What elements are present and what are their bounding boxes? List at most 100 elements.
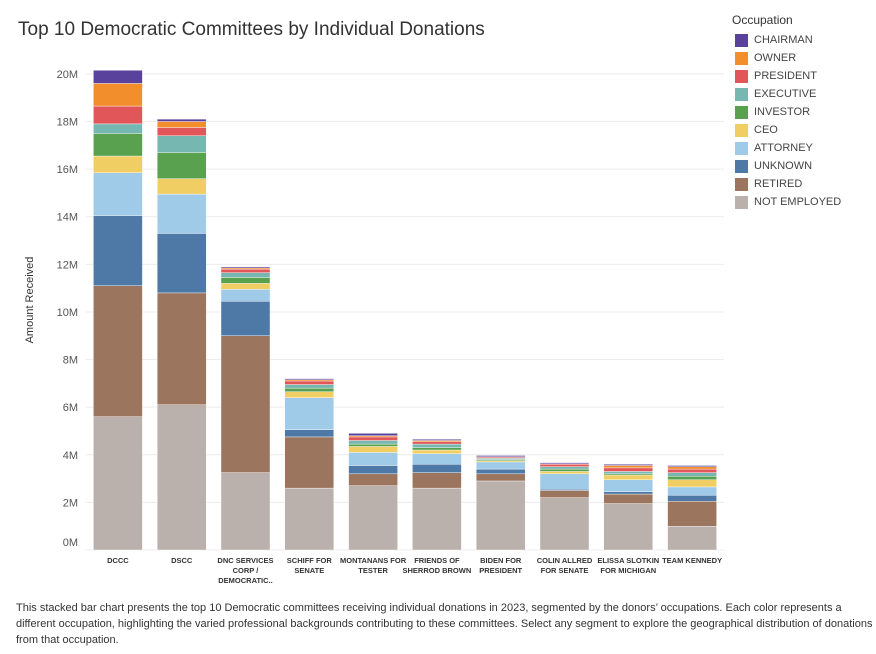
bar-segment-retired[interactable] bbox=[284, 436, 334, 489]
bar-segment-retired[interactable] bbox=[220, 335, 271, 473]
bar-segment-unknown[interactable] bbox=[476, 468, 526, 475]
bar-segment-ceo[interactable] bbox=[412, 449, 462, 454]
bar-segment-ceo[interactable] bbox=[667, 479, 717, 488]
bar-segment-ceo[interactable] bbox=[603, 474, 653, 480]
bar-segment-unknown[interactable] bbox=[348, 465, 398, 475]
legend-item-president[interactable]: PRESIDENT bbox=[732, 67, 872, 85]
legend-item-retired[interactable]: RETIRED bbox=[732, 175, 872, 193]
bar-segment-executive[interactable] bbox=[284, 384, 334, 389]
bar-segment-attorney[interactable] bbox=[412, 453, 462, 465]
legend-item-not-employed[interactable]: NOT EMPLOYED bbox=[732, 193, 872, 211]
bar-segment-executive[interactable] bbox=[348, 440, 398, 445]
legend-swatch bbox=[735, 159, 748, 173]
bar-segment-ceo[interactable] bbox=[220, 283, 271, 290]
bar-segment-attorney[interactable] bbox=[284, 397, 334, 430]
bar-segment-not-employed[interactable] bbox=[93, 416, 143, 551]
bar-segment-ceo[interactable] bbox=[348, 446, 398, 453]
bar-segment-attorney[interactable] bbox=[348, 452, 398, 466]
bar-segment-attorney[interactable] bbox=[156, 193, 207, 234]
legend-item-owner[interactable]: OWNER bbox=[732, 49, 872, 67]
bar-segment-president[interactable] bbox=[412, 441, 462, 445]
bar-segment-owner[interactable] bbox=[156, 121, 207, 128]
bar-segment-not-employed[interactable] bbox=[156, 404, 207, 551]
bar-segment-president[interactable] bbox=[284, 380, 334, 385]
bar-segment-chairman[interactable] bbox=[539, 462, 590, 465]
bar-segment-attorney[interactable] bbox=[93, 172, 143, 216]
y-axis-label: Amount Received bbox=[24, 257, 36, 344]
legend-item-attorney[interactable]: ATTORNEY bbox=[732, 139, 872, 157]
legend-item-chairman[interactable]: CHAIRMAN bbox=[732, 31, 872, 49]
bar-segment-unknown[interactable] bbox=[603, 491, 653, 495]
bar-segment-president[interactable] bbox=[603, 467, 653, 472]
bar-segment-chairman[interactable] bbox=[156, 118, 207, 122]
bar-segment-unknown[interactable] bbox=[220, 301, 271, 336]
bar-segment-retired[interactable] bbox=[412, 472, 462, 489]
bar-segment-not-employed[interactable] bbox=[667, 525, 717, 551]
bar-segment-chairman[interactable] bbox=[667, 465, 717, 467]
bar-segment-not-employed[interactable] bbox=[220, 472, 271, 551]
bar-segment-retired[interactable] bbox=[348, 473, 398, 486]
bar-segment-investor[interactable] bbox=[93, 133, 143, 157]
bar-segment-ceo[interactable] bbox=[93, 155, 143, 173]
bar-segment-executive[interactable] bbox=[539, 466, 590, 470]
bar-segment-executive[interactable] bbox=[220, 272, 271, 278]
bar-segment-unknown[interactable] bbox=[412, 464, 462, 473]
legend-item-investor[interactable]: INVESTOR bbox=[732, 103, 872, 121]
bar-segment-investor[interactable] bbox=[348, 443, 398, 447]
bar-segment-not-employed[interactable] bbox=[603, 503, 653, 551]
bar-segment-president[interactable] bbox=[156, 127, 207, 136]
bar-segment-ceo[interactable] bbox=[284, 391, 334, 398]
bar-segment-attorney[interactable] bbox=[476, 461, 526, 470]
bar-segment-executive[interactable] bbox=[603, 471, 653, 475]
bar-segment-chairman[interactable] bbox=[348, 433, 398, 436]
bar-segment-executive[interactable] bbox=[412, 443, 462, 448]
bar-segment-chairman[interactable] bbox=[284, 378, 334, 380]
bar-segment-retired[interactable] bbox=[667, 501, 717, 527]
bar-segment-attorney[interactable] bbox=[220, 289, 271, 302]
bar-segment-president[interactable] bbox=[539, 464, 590, 467]
bar-segment-executive[interactable] bbox=[93, 123, 143, 134]
bar-segment-investor[interactable] bbox=[539, 468, 590, 472]
bar-segment-president[interactable] bbox=[348, 436, 398, 441]
bar-segment-unknown[interactable] bbox=[284, 429, 334, 438]
bar-segment-owner[interactable] bbox=[667, 466, 717, 470]
bar-segment-investor[interactable] bbox=[156, 152, 207, 179]
bar-segment-unknown[interactable] bbox=[156, 233, 207, 294]
bar-segment-retired[interactable] bbox=[476, 473, 526, 482]
bar-segment-unknown[interactable] bbox=[667, 495, 717, 502]
bar-segment-ceo[interactable] bbox=[156, 178, 207, 195]
bar-segment-not-employed[interactable] bbox=[539, 497, 590, 551]
bar-segment-president[interactable] bbox=[220, 268, 271, 273]
bar-segment-chairman[interactable] bbox=[412, 439, 462, 441]
bar-segment-chairman[interactable] bbox=[476, 455, 526, 457]
bar-segment-investor[interactable] bbox=[412, 447, 462, 451]
bar-segment-executive[interactable] bbox=[156, 135, 207, 153]
bar-segment-attorney[interactable] bbox=[667, 486, 717, 496]
bar-segment-retired[interactable] bbox=[93, 285, 143, 417]
bar-segment-investor[interactable] bbox=[220, 277, 271, 284]
bar-segment-retired[interactable] bbox=[156, 292, 207, 405]
bar-segment-investor[interactable] bbox=[667, 476, 717, 480]
bar-segment-attorney[interactable] bbox=[603, 479, 653, 492]
bar-segment-not-employed[interactable] bbox=[284, 487, 334, 551]
bar-segment-chairman[interactable] bbox=[603, 464, 653, 466]
bar-segment-president[interactable] bbox=[667, 468, 717, 473]
bar-segment-executive[interactable] bbox=[667, 472, 717, 477]
bar-segment-not-employed[interactable] bbox=[476, 480, 526, 551]
legend-item-ceo[interactable]: CEO bbox=[732, 121, 872, 139]
bar-segment-not-employed[interactable] bbox=[412, 487, 462, 551]
bar-segment-owner[interactable] bbox=[93, 83, 143, 107]
bar-segment-unknown[interactable] bbox=[93, 215, 143, 286]
bar-segment-retired[interactable] bbox=[539, 490, 590, 498]
legend-item-executive[interactable]: EXECUTIVE bbox=[732, 85, 872, 103]
legend-item-unknown[interactable]: UNKNOWN bbox=[732, 157, 872, 175]
bar-segment-attorney[interactable] bbox=[539, 473, 590, 490]
bar-segment-chairman[interactable] bbox=[93, 70, 143, 84]
bar-segment-investor[interactable] bbox=[284, 387, 334, 392]
bar-segment-chairman[interactable] bbox=[220, 266, 271, 269]
bar-segment-president[interactable] bbox=[93, 105, 143, 125]
bar-segment-owner[interactable] bbox=[603, 465, 653, 469]
bar-segment-retired[interactable] bbox=[603, 493, 653, 504]
bar-segment-ceo[interactable] bbox=[539, 471, 590, 475]
bar-segment-not-employed[interactable] bbox=[348, 485, 398, 551]
